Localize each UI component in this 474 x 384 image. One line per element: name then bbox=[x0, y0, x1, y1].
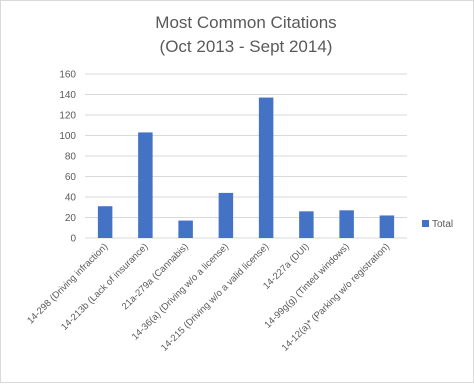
y-tick-label: 120 bbox=[59, 111, 76, 122]
bar bbox=[339, 210, 354, 238]
bars bbox=[97, 97, 395, 238]
y-tick-label: 100 bbox=[59, 131, 76, 142]
x-tick-label: 21a-279a (Cannabis) bbox=[120, 241, 191, 312]
bar bbox=[299, 211, 314, 238]
legend-label-total: Total bbox=[432, 219, 453, 230]
bar bbox=[178, 220, 193, 238]
legend-swatch-total bbox=[422, 220, 429, 227]
y-tick-label: 40 bbox=[65, 193, 77, 204]
legend: Total bbox=[422, 219, 453, 230]
y-tick-label: 0 bbox=[70, 234, 76, 245]
bar bbox=[258, 97, 274, 238]
y-tick-label: 20 bbox=[65, 213, 77, 224]
bar bbox=[97, 206, 113, 238]
bar bbox=[138, 132, 153, 238]
chart-title: Most Common Citations bbox=[155, 13, 336, 32]
gridlines bbox=[85, 73, 407, 239]
x-axis-labels: 14-298 (Driving infraction)14-213b (Lack… bbox=[25, 241, 392, 353]
y-tick-label: 60 bbox=[65, 172, 77, 183]
bar bbox=[379, 215, 395, 238]
y-tick-label: 80 bbox=[65, 152, 77, 163]
y-axis-ticks: 0 20 40 60 80 100 120 140 160 bbox=[59, 70, 76, 245]
x-tick-label: 14-298 (Driving infraction) bbox=[25, 241, 110, 326]
bar bbox=[218, 192, 234, 238]
y-tick-label: 160 bbox=[59, 70, 76, 81]
chart-subtitle: (Oct 2013 - Sept 2014) bbox=[160, 37, 333, 56]
y-tick-label: 140 bbox=[59, 90, 76, 101]
